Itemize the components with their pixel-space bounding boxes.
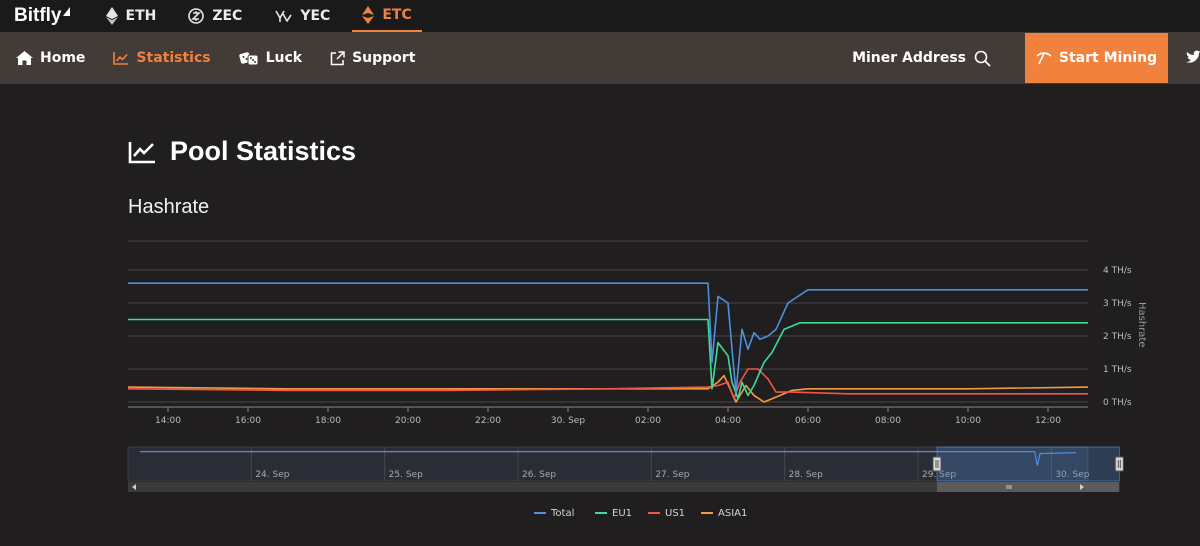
navigator-tick-label: 25. Sep — [389, 470, 423, 480]
navigator-handle-right[interactable] — [1114, 456, 1124, 472]
navigator-handle-left[interactable] — [932, 456, 942, 472]
navigator-tick-label: 29. Sep — [922, 470, 956, 480]
navigator-tick-label: 30. Sep — [1055, 470, 1089, 480]
y-tick-label: 2 TH/s — [1103, 332, 1132, 342]
chart-grid — [128, 240, 1088, 408]
x-tick-label: 14:00 — [155, 416, 181, 426]
series-line-eu1 — [128, 318, 1088, 400]
zcash-icon — [188, 8, 205, 24]
search-icon — [974, 50, 991, 67]
x-tick-label: 10:00 — [955, 416, 981, 426]
ycash-icon — [275, 10, 293, 22]
chart-legend: Total EU1 US1 ASIA1 — [534, 508, 747, 519]
miner-address-label: Miner Address — [852, 50, 966, 66]
ethereum-icon — [105, 7, 118, 25]
legend-item-eu1[interactable]: EU1 — [595, 508, 632, 519]
x-tick-label: 04:00 — [715, 416, 741, 426]
legend-item-us1[interactable]: US1 — [648, 508, 685, 519]
chart-line-icon — [113, 52, 129, 65]
legend-label: EU1 — [612, 508, 632, 519]
scroll-left-arrow-icon — [132, 484, 136, 490]
section-title-hashrate: Hashrate — [128, 196, 210, 218]
navigator-selected-range — [936, 446, 1120, 482]
coin-tab-etc[interactable]: ETC — [352, 0, 422, 32]
logo-mark — [62, 6, 70, 16]
navigator-tick-label: 26. Sep — [522, 470, 556, 480]
ethereum-classic-icon — [362, 6, 375, 24]
nav-item-home[interactable]: Home — [0, 32, 99, 84]
x-tick-label: 22:00 — [475, 416, 501, 426]
navigator-tick-label: 24. Sep — [255, 470, 289, 480]
y-tick-label: 1 TH/s — [1103, 365, 1132, 375]
coin-tab-eth[interactable]: ETH — [96, 0, 167, 32]
coin-label: ZEC — [212, 8, 243, 24]
legend-item-asia1[interactable]: ASIA1 — [701, 508, 747, 519]
nav-label: Statistics — [136, 50, 211, 66]
start-mining-button[interactable]: Start Mining — [1025, 33, 1168, 83]
nav-label: Support — [352, 50, 416, 66]
scrollbar-track — [128, 482, 1088, 492]
twitter-icon[interactable] — [1186, 49, 1200, 68]
y-axis-ticks: 0 TH/s 1 TH/s 2 TH/s 3 TH/s 4 TH/s — [1103, 266, 1132, 408]
home-icon — [16, 51, 33, 65]
coin-tab-yec[interactable]: YEC — [264, 0, 340, 32]
scrollbar-thumb — [937, 482, 1120, 492]
legend-label: US1 — [665, 508, 685, 519]
x-tick-label: 08:00 — [875, 416, 901, 426]
x-tick-label: 12:00 — [1035, 416, 1061, 426]
navigator-series-line — [140, 451, 1077, 466]
x-axis-ticks: 14:00 16:00 18:00 20:00 22:00 30. Sep 02:00 04:… — [155, 407, 1061, 426]
coin-label: ETC — [382, 7, 412, 23]
pickaxe-icon — [1036, 52, 1052, 65]
navigator-scrollbar[interactable] — [128, 482, 1120, 492]
x-tick-label: 02:00 — [635, 416, 661, 426]
x-tick-label: 16:00 — [235, 416, 261, 426]
y-tick-label: 3 TH/s — [1103, 299, 1132, 309]
handle-body — [1114, 456, 1124, 472]
navigator-tick-label: 28. Sep — [789, 470, 823, 480]
chart-navigator: 24. Sep 25. Sep 26. Sep 27. Sep 28. Sep 29. S… — [127, 446, 1124, 492]
nav-label: Luck — [265, 50, 303, 66]
handle-body — [932, 456, 942, 472]
legend-label: Total — [550, 508, 574, 519]
coin-tab-zec[interactable]: ZEC — [178, 0, 252, 32]
chart-series — [127, 282, 1089, 403]
start-mining-label: Start Mining — [1058, 50, 1158, 66]
coin-label: ETH — [125, 8, 157, 24]
scroll-right-arrow-icon — [1080, 484, 1084, 490]
legend-label: ASIA1 — [718, 508, 747, 519]
external-link-icon — [330, 50, 345, 65]
x-tick-label: 30. Sep — [551, 416, 585, 426]
nav-item-statistics[interactable]: Statistics — [99, 32, 224, 84]
y-axis-title: Hashrate — [1136, 302, 1147, 348]
page-title-text: Pool Statistics — [170, 136, 357, 166]
navigator-tick-label: 27. Sep — [655, 470, 689, 480]
nav-label: Home — [40, 50, 86, 66]
y-tick-label: 4 TH/s — [1103, 266, 1132, 276]
page-title: Pool Statistics — [128, 136, 356, 167]
chart-line-icon — [128, 141, 155, 163]
dice-icon — [238, 52, 259, 66]
nav-item-luck[interactable]: Luck — [225, 32, 317, 84]
series-line-us1 — [127, 368, 1088, 400]
nav-item-support[interactable]: Support — [316, 32, 429, 84]
coin-label: YEC — [300, 8, 331, 24]
x-tick-label: 20:00 — [395, 416, 421, 426]
miner-address-search[interactable]: Miner Address — [852, 50, 991, 67]
coin-bar: Bitfly ETH ZEC YEC ETC — [0, 0, 1200, 32]
y-tick-label: 0 TH/s — [1103, 398, 1132, 408]
legend-item-total[interactable]: Total — [534, 508, 574, 519]
navigator-background — [127, 446, 1089, 482]
main-nav: Home Statistics Luck Support Miner Addre… — [0, 32, 1200, 84]
x-tick-label: 18:00 — [315, 416, 341, 426]
x-tick-label: 06:00 — [795, 416, 821, 426]
brand-name: Bitfly — [14, 5, 62, 26]
series-line-total — [128, 282, 1088, 393]
bitfly-logo[interactable]: Bitfly — [14, 5, 70, 27]
